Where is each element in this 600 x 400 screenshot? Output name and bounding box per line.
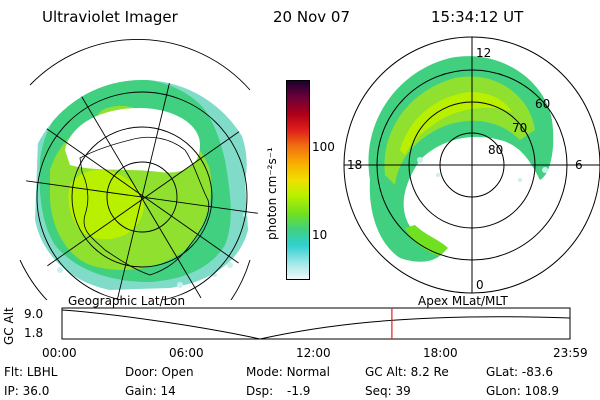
geo-caption: Geographic Lat/Lon (68, 294, 186, 308)
colorbar-unit-label: photon cm⁻²s⁻¹ (265, 147, 279, 240)
mlt-12-label: 12 (476, 46, 491, 60)
ip-label: IP: (4, 384, 19, 398)
gain-label: Gain: (125, 384, 157, 398)
geographic-aurora-image (25, 80, 259, 300)
colorbar-tick-10: 10 (312, 228, 328, 242)
dsp-status: Dsp: -1.9 (246, 384, 310, 398)
gcalt-status: GC Alt: 8.2 Re (365, 365, 449, 379)
timeline-xtick-1: 06:00 (169, 346, 204, 360)
time-label: 15:34:12 UT (431, 8, 524, 26)
colorbar (286, 80, 310, 280)
glat-value: -83.6 (521, 365, 553, 379)
seq-label: Seq: (365, 384, 392, 398)
seq-value: 39 (395, 384, 411, 398)
gcalt-label: GC Alt: (365, 365, 407, 379)
colorbar-tick-100: 100 (312, 140, 335, 154)
timeline-xtick-4: 23:59 (553, 346, 588, 360)
dsp-label: Dsp: (246, 384, 274, 398)
timeline-ytick-top: 9.0 (24, 307, 44, 321)
timeline-plot (61, 307, 571, 340)
glon-label: GLon: (486, 384, 521, 398)
mlat-60-label: 60 (535, 97, 550, 111)
flt-value: LBHL (26, 365, 58, 379)
geographic-grid (25, 80, 259, 300)
glat-status: GLat: -83.6 (486, 365, 553, 379)
altitude-curve (61, 309, 571, 340)
mlt-6-label: 6 (575, 158, 583, 172)
gain-status: Gain: 14 (125, 384, 176, 398)
gain-value: 14 (160, 384, 176, 398)
gcalt-value: 8.2 Re (410, 365, 449, 379)
geographic-outer-grid (19, 38, 251, 300)
mode-value: Normal (286, 365, 330, 379)
apex-grid (343, 36, 600, 294)
dsp-value: -1.9 (286, 384, 311, 398)
mlt-0-label: 0 (476, 278, 484, 292)
antarctica-coastline (79, 136, 210, 276)
timeline-xtick-2: 12:00 (296, 346, 331, 360)
flt-status: Flt: LBHL (4, 365, 57, 379)
apex-caption: Apex MLat/MLT (418, 294, 508, 308)
flt-label: Flt: (4, 365, 23, 379)
ip-value: 36.0 (22, 384, 50, 398)
timeline-ytick-bottom: 1.8 (24, 326, 44, 340)
seq-status: Seq: 39 (365, 384, 411, 398)
ip-status: IP: 36.0 (4, 384, 49, 398)
mlat-70-label: 70 (512, 121, 527, 135)
glat-label: GLat: (486, 365, 519, 379)
apex-aurora-image (368, 56, 554, 262)
glon-value: 108.9 (524, 384, 559, 398)
timeline-xtick-3: 18:00 (423, 346, 458, 360)
date-label: 20 Nov 07 (273, 8, 350, 26)
mode-label: Mode: (246, 365, 283, 379)
door-status: Door: Open (125, 365, 194, 379)
timeline-frame (61, 307, 571, 340)
door-value: Open (161, 365, 194, 379)
instrument-title: Ultraviolet Imager (42, 8, 178, 26)
timeline-xtick-0: 00:00 (42, 346, 77, 360)
mlat-80-label: 80 (488, 143, 503, 157)
mode-status: Mode: Normal (246, 365, 330, 379)
geographic-map: 12 0 18 6 60 70 80 (19, 36, 600, 300)
door-label: Door: (125, 365, 158, 379)
mlt-18-label: 18 (347, 158, 362, 172)
glon-status: GLon: 108.9 (486, 384, 559, 398)
